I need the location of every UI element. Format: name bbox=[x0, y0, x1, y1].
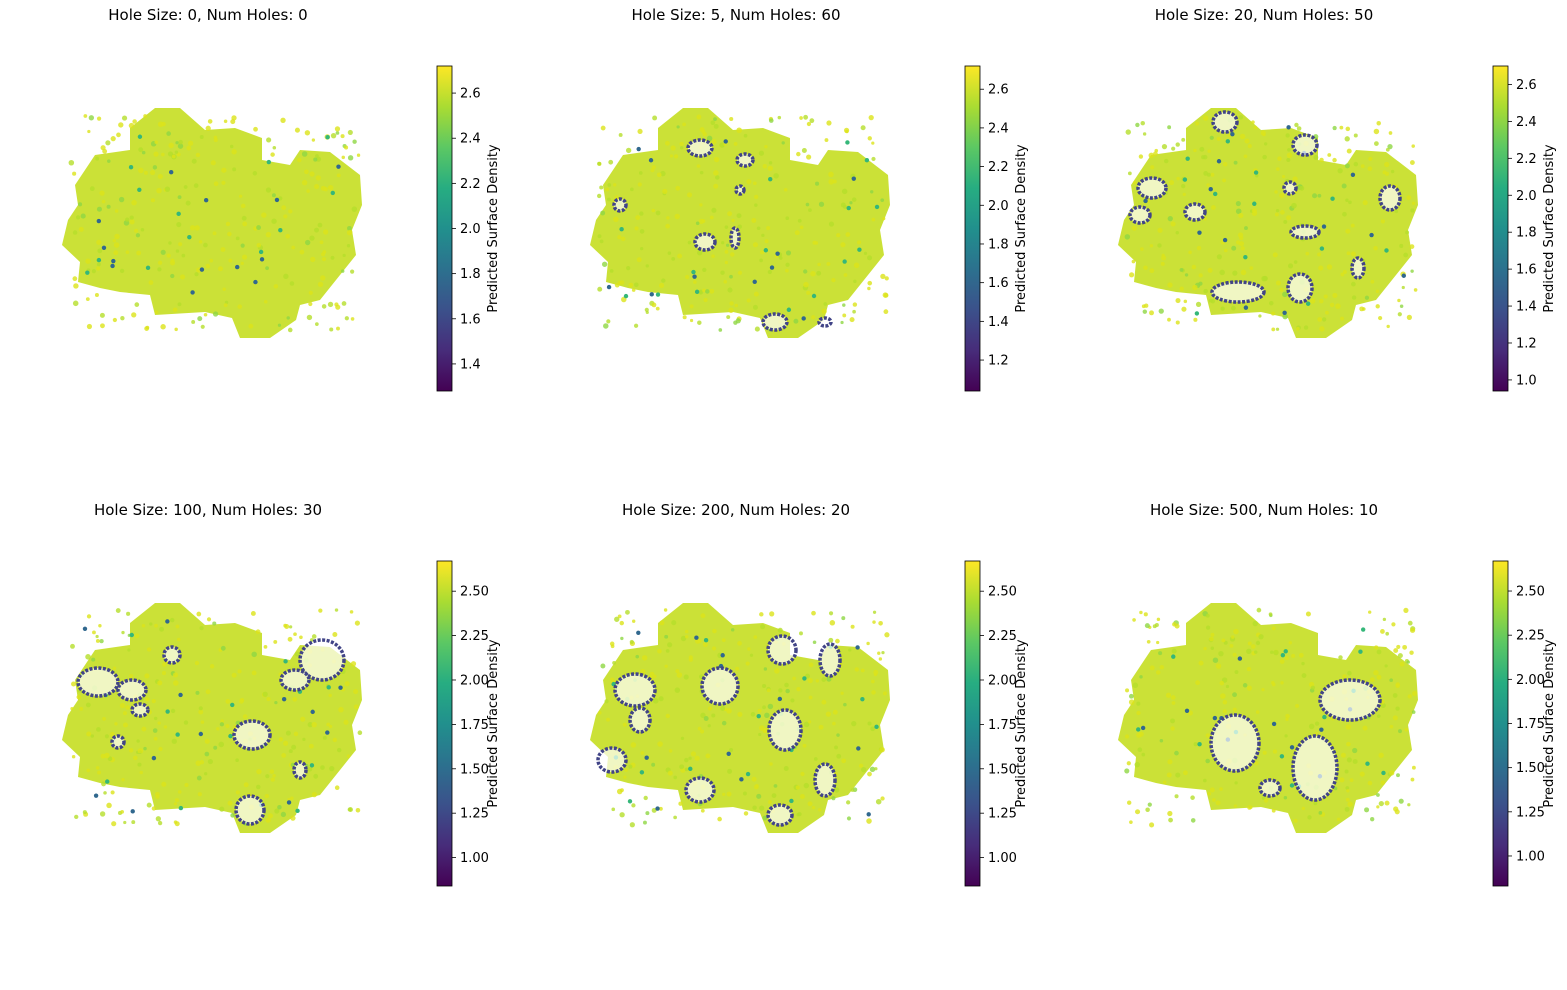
colorbar-tick-label: 1.00 bbox=[460, 851, 489, 866]
colorbar-label: Predicted Surface Density bbox=[486, 639, 501, 808]
colorbar-label: Predicted Surface Density bbox=[486, 144, 501, 313]
panel-title: Hole Size: 100, Num Holes: 30 bbox=[94, 501, 322, 519]
colorbar-tick-label: 2.50 bbox=[1516, 585, 1545, 600]
colorbar-tick-label: 1.6 bbox=[460, 312, 481, 327]
point-cloud-body bbox=[1118, 603, 1418, 833]
surface-points bbox=[1124, 607, 1418, 828]
panel-title: Hole Size: 20, Num Holes: 50 bbox=[1155, 6, 1374, 24]
colorbar-label: Predicted Surface Density bbox=[1542, 144, 1557, 313]
surface-points bbox=[70, 608, 363, 827]
colorbar-tick-label: 1.75 bbox=[1516, 717, 1545, 732]
surface-points bbox=[597, 114, 889, 332]
colorbar-tick-label: 2.25 bbox=[460, 629, 489, 644]
colorbar-tick-label: 2.50 bbox=[460, 585, 489, 600]
colorbar-tick-label: 2.4 bbox=[988, 121, 1009, 136]
scatter-panel-6: Hole Size: 500, Num Holes: 10 1.00 1.25 1.5… bbox=[1118, 501, 1557, 887]
panel-title: Hole Size: 500, Num Holes: 10 bbox=[1150, 501, 1378, 519]
hole-outlines bbox=[596, 634, 842, 827]
scatter-panel-5: Hole Size: 200, Num Holes: 20 1.00 1.25 1.5… bbox=[590, 501, 1029, 887]
colorbar-label: Predicted Surface Density bbox=[1014, 639, 1029, 808]
colorbar-tick-label: 1.2 bbox=[988, 354, 1009, 369]
colorbar-tick-label: 1.00 bbox=[1516, 849, 1545, 864]
colorbar-tick-label: 2.00 bbox=[988, 673, 1017, 688]
colorbar-tick-label: 1.25 bbox=[1516, 805, 1545, 820]
colorbar-label: Predicted Surface Density bbox=[1542, 639, 1557, 808]
colorbar-tick-label: 1.00 bbox=[988, 851, 1017, 866]
colorbar-tick-label: 1.50 bbox=[1516, 761, 1545, 776]
colorbar-tick-label: 1.4 bbox=[1516, 300, 1537, 315]
colorbar bbox=[1492, 560, 1509, 887]
colorbar bbox=[436, 560, 453, 887]
colorbar-tick-label: 2.25 bbox=[988, 629, 1017, 644]
colorbar-tick-label: 1.50 bbox=[988, 762, 1017, 777]
hole-outlines bbox=[76, 638, 346, 826]
colorbar-tick-label: 2.2 bbox=[1516, 152, 1537, 167]
colorbar-tick-label: 2.6 bbox=[1516, 78, 1537, 93]
colorbar-tick-label: 2.00 bbox=[1516, 673, 1545, 688]
panel-title: Hole Size: 200, Num Holes: 20 bbox=[622, 501, 850, 519]
colorbar-tick-label: 2.50 bbox=[988, 585, 1017, 600]
colorbar-tick-label: 2.4 bbox=[1516, 115, 1537, 130]
surface-points bbox=[68, 114, 361, 333]
colorbar-tick-label: 1.8 bbox=[460, 267, 481, 282]
colorbar-tick-label: 2.6 bbox=[988, 83, 1009, 98]
scatter-panel-1: Hole Size: 0, Num Holes: 0 1.4 1.6 1.8 2.0 2.… bbox=[62, 6, 501, 392]
colorbar-tick-label: 1.2 bbox=[1516, 336, 1537, 351]
point-cloud-body bbox=[62, 108, 362, 338]
colorbar-tick-label: 2.0 bbox=[460, 222, 481, 237]
colorbar-tick-label: 1.4 bbox=[460, 357, 481, 372]
colorbar bbox=[436, 65, 453, 392]
colorbar-tick-label: 1.4 bbox=[988, 315, 1009, 330]
hole-outlines bbox=[1128, 110, 1402, 304]
colorbar-tick-label: 1.50 bbox=[460, 762, 489, 777]
colorbar bbox=[1492, 65, 1509, 392]
hole-outlines bbox=[612, 138, 833, 332]
surface-points bbox=[1124, 115, 1418, 332]
colorbar-tick-label: 2.2 bbox=[460, 177, 481, 192]
point-cloud-body bbox=[62, 603, 362, 833]
point-cloud-body bbox=[1118, 108, 1418, 338]
colorbar-tick-label: 1.75 bbox=[988, 718, 1017, 733]
colorbar-tick-label: 1.6 bbox=[1516, 263, 1537, 278]
colorbar-tick-label: 2.0 bbox=[1516, 189, 1537, 204]
scatter-panel-4: Hole Size: 100, Num Holes: 30 1.00 1.25 1.5… bbox=[62, 501, 501, 887]
scatter-panel-2: Hole Size: 5, Num Holes: 60 1.2 1.4 1.6 1.8 2… bbox=[590, 6, 1029, 392]
colorbar-tick-label: 2.00 bbox=[460, 673, 489, 688]
colorbar-label: Predicted Surface Density bbox=[1014, 144, 1029, 313]
colorbar-tick-label: 1.8 bbox=[1516, 226, 1537, 241]
colorbar-tick-label: 2.0 bbox=[988, 199, 1009, 214]
panel-title: Hole Size: 5, Num Holes: 60 bbox=[632, 6, 841, 24]
colorbar-tick-label: 2.6 bbox=[460, 87, 481, 102]
colorbar-tick-label: 1.25 bbox=[988, 807, 1017, 822]
colorbar-tick-label: 1.0 bbox=[1516, 373, 1537, 388]
surface-points bbox=[598, 608, 890, 828]
colorbar-tick-label: 1.25 bbox=[460, 807, 489, 822]
hole-outlines bbox=[1209, 678, 1382, 802]
colorbar bbox=[964, 65, 981, 392]
colorbar-tick-label: 2.2 bbox=[988, 160, 1009, 175]
point-cloud-body bbox=[590, 108, 890, 338]
colorbar-tick-label: 1.8 bbox=[988, 237, 1009, 252]
scatter-panel-3: Hole Size: 20, Num Holes: 50 1.0 1.2 1.4 1.6… bbox=[1118, 6, 1557, 392]
colorbar-tick-label: 1.75 bbox=[460, 718, 489, 733]
panel-title: Hole Size: 0, Num Holes: 0 bbox=[108, 6, 307, 24]
colorbar-tick-label: 2.25 bbox=[1516, 629, 1545, 644]
colorbar bbox=[964, 560, 981, 887]
colorbar-tick-label: 1.6 bbox=[988, 276, 1009, 291]
colorbar-tick-label: 2.4 bbox=[460, 132, 481, 147]
